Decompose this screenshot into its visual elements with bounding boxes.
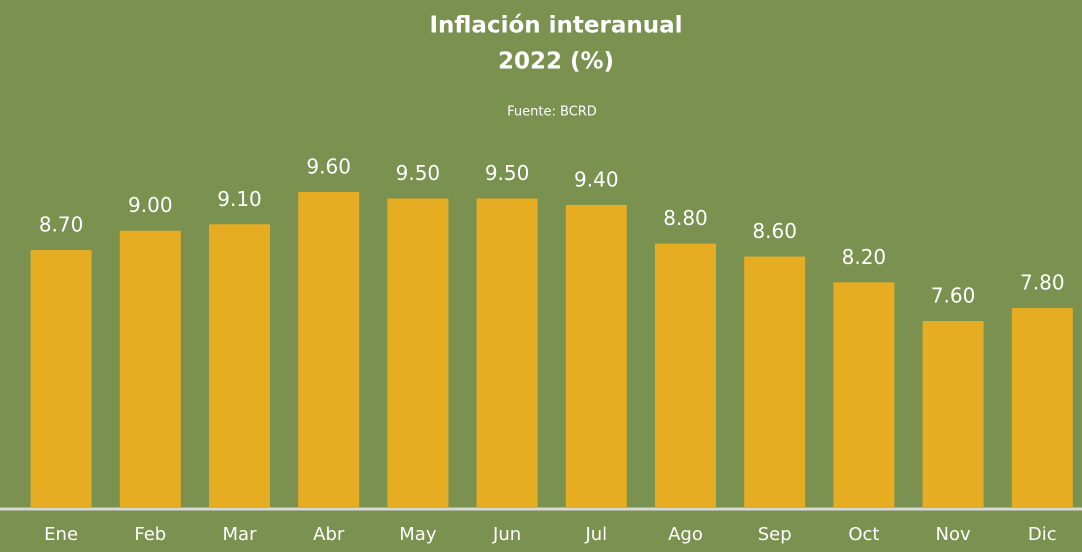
value-label: 9.60: [306, 155, 351, 179]
bar: [565, 204, 627, 508]
chart-title: Inflación interanual: [429, 13, 682, 39]
bar: [922, 321, 984, 508]
value-label: 9.10: [217, 187, 262, 211]
x-tick-label: Sep: [758, 524, 792, 545]
bar: [744, 256, 806, 508]
value-label: 9.00: [128, 193, 173, 217]
x-tick-label: Oct: [848, 524, 879, 545]
x-tick-label: Jun: [492, 524, 521, 545]
value-label: 7.80: [1020, 271, 1065, 295]
bar: [387, 198, 449, 508]
x-tick-label: Abr: [313, 524, 345, 545]
x-tick-label: Ago: [668, 524, 703, 545]
bar: [476, 198, 538, 508]
bar: [833, 282, 895, 508]
bar: [655, 243, 716, 508]
x-tick-label: Nov: [936, 524, 971, 545]
x-tick-label: Dic: [1028, 524, 1057, 545]
x-tick-label: Mar: [223, 524, 258, 545]
chart-title: 2022 (%): [498, 49, 614, 75]
x-tick-label: Feb: [134, 524, 166, 545]
bar: [1011, 308, 1073, 508]
value-label: 9.40: [574, 167, 619, 191]
bar: [298, 192, 360, 508]
value-label: 9.50: [485, 161, 530, 185]
source: Fuente: BCRD: [507, 105, 597, 120]
bar: [119, 230, 181, 509]
value-label: 8.80: [663, 206, 708, 230]
value-label: 8.20: [842, 245, 887, 269]
value-label: 9.50: [396, 161, 441, 185]
bar: [30, 250, 92, 508]
x-tick-label: Jul: [584, 524, 607, 545]
x-tick-label: May: [399, 524, 437, 545]
bar: [209, 224, 270, 508]
value-label: 8.60: [752, 219, 797, 243]
value-label: 8.70: [39, 213, 84, 237]
x-tick-label: Ene: [44, 524, 78, 545]
value-label: 7.60: [931, 284, 976, 308]
